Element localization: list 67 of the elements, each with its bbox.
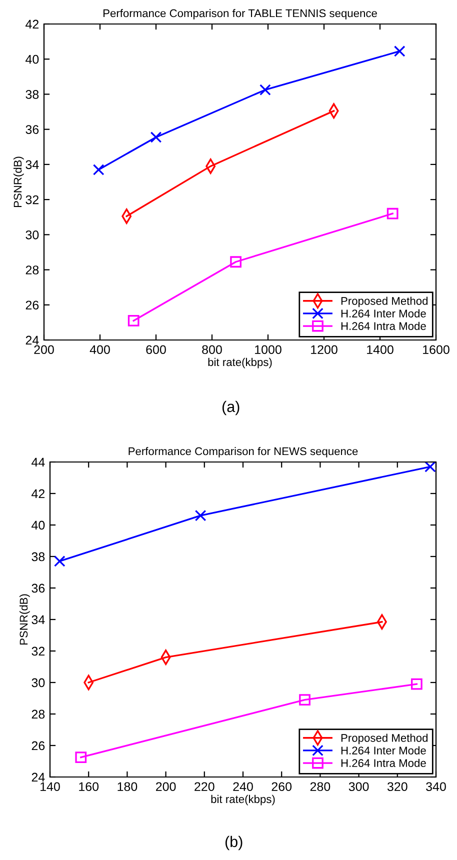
point xyxy=(386,208,398,220)
point xyxy=(150,132,162,143)
y-tick-label: 36 xyxy=(26,125,39,134)
legend-label: H.264 Intra Mode xyxy=(341,322,426,330)
point xyxy=(128,314,140,326)
point xyxy=(260,84,271,96)
x-axis-title: bit rate(kbps) xyxy=(211,794,275,806)
x-tick-label: 1200 xyxy=(311,345,338,354)
legend-label: Proposed Method xyxy=(341,734,428,744)
x-tick-label: 260 xyxy=(272,782,292,792)
x-tick-label: 800 xyxy=(202,345,222,354)
legend-label: H.264 Inter Mode xyxy=(341,746,426,754)
x-tick-label: 180 xyxy=(118,782,138,792)
y-tick-label: 40 xyxy=(26,54,39,64)
x-tick-label: 220 xyxy=(194,782,214,792)
y-axis-title: PSNR(dB) xyxy=(19,594,30,645)
x-tick-label: 200 xyxy=(156,782,176,792)
y-tick-label: 32 xyxy=(32,646,45,656)
x-tick-label: 280 xyxy=(310,782,330,792)
point xyxy=(54,556,66,567)
y-tick-label: 32 xyxy=(26,195,39,204)
y-axis-title: PSNR(dB) xyxy=(13,156,24,208)
x-tick-label: 600 xyxy=(146,345,166,354)
x-tick-label: 300 xyxy=(348,782,369,792)
x-tick-label: 320 xyxy=(387,782,408,792)
y-tick-label: 38 xyxy=(26,90,39,99)
chart-title: Performance Comparison for NEWS sequence xyxy=(128,447,358,458)
x-tick-label: 1600 xyxy=(423,345,450,354)
y-tick-label: 42 xyxy=(32,489,45,498)
y-tick-label: 34 xyxy=(32,615,45,624)
y-tick-label: 28 xyxy=(32,710,45,719)
x-tick-label: 200 xyxy=(34,345,54,354)
y-tick-label: 34 xyxy=(26,160,39,170)
legend-label: H.264 Intra Mode xyxy=(341,758,426,768)
y-tick-label: 40 xyxy=(32,520,45,530)
x-tick-label: 160 xyxy=(79,782,99,792)
y-tick-label: 30 xyxy=(32,678,45,688)
legend-label: Proposed Method xyxy=(341,296,428,308)
x-tick-label: 240 xyxy=(233,782,253,792)
x-tick-label: 400 xyxy=(90,345,110,354)
x-tick-label: 340 xyxy=(426,782,446,792)
text: (a) xyxy=(222,400,240,416)
y-tick-label: 26 xyxy=(26,300,39,310)
x-tick-label: 1400 xyxy=(367,345,394,354)
x-tick-label: 1000 xyxy=(255,345,282,354)
x-axis-title: bit rate(kbps) xyxy=(208,358,272,368)
point xyxy=(394,46,406,57)
y-tick-label: 44 xyxy=(32,458,45,467)
y-tick-label: 30 xyxy=(26,230,39,240)
legend-label: H.264 Inter Mode xyxy=(341,309,426,318)
chart-title: Performance Comparison for TABLE TENNIS sequence xyxy=(104,9,377,20)
x-tick-label: 140 xyxy=(40,782,60,792)
point xyxy=(424,462,436,472)
point xyxy=(411,678,422,690)
point xyxy=(230,256,242,268)
point xyxy=(92,164,104,176)
y-tick-label: 28 xyxy=(26,266,39,274)
point xyxy=(194,510,206,522)
y-tick-label: 26 xyxy=(32,741,45,750)
y-tick-label: 24 xyxy=(26,336,39,345)
y-tick-label: 24 xyxy=(32,772,45,782)
y-tick-label: 42 xyxy=(26,20,39,29)
y-tick-label: 38 xyxy=(32,552,45,562)
y-tick-label: 36 xyxy=(32,584,45,593)
point xyxy=(299,694,310,706)
text: (b) xyxy=(225,836,242,850)
point xyxy=(75,752,87,764)
